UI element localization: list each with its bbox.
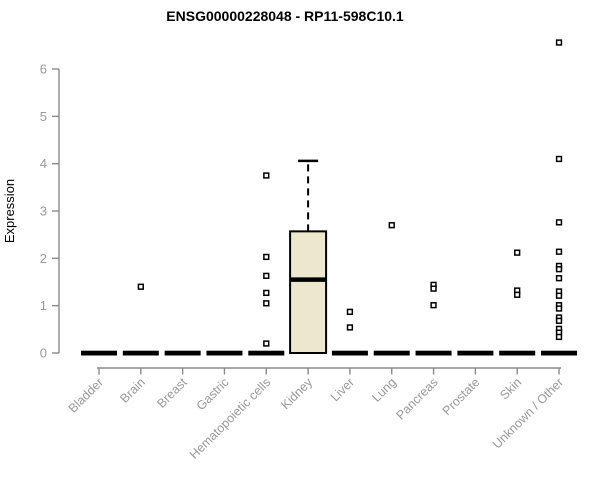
outlier-point bbox=[430, 285, 437, 292]
outlier-point bbox=[137, 283, 144, 290]
x-tick-label: Hematopoietic cells bbox=[187, 375, 274, 462]
boxplot-brain bbox=[122, 283, 159, 356]
outlier-point bbox=[555, 317, 563, 324]
x-tick-label: Skin bbox=[497, 375, 524, 402]
outlier-point bbox=[346, 324, 354, 331]
outlier-point bbox=[555, 219, 563, 226]
outlier-point bbox=[263, 253, 270, 261]
boxplot-kidney bbox=[289, 159, 328, 354]
collapsed-box bbox=[415, 350, 452, 356]
x-tick-label: Pancreas bbox=[393, 375, 440, 422]
y-tick-label: 5 bbox=[40, 109, 47, 124]
boxplot-skin bbox=[499, 249, 536, 356]
y-tick-label: 6 bbox=[40, 62, 47, 77]
x-tick-label: Bladder bbox=[66, 375, 106, 415]
outlier-point bbox=[263, 340, 270, 347]
outlier-point bbox=[555, 155, 563, 163]
boxplot-breast bbox=[164, 350, 201, 356]
outlier-point bbox=[430, 302, 437, 309]
outlier-point bbox=[388, 222, 395, 229]
y-tick-label: 0 bbox=[40, 346, 47, 361]
outlier-point bbox=[514, 291, 521, 298]
collapsed-box bbox=[164, 350, 201, 356]
boxplot-prostate bbox=[457, 350, 494, 356]
outlier-point bbox=[555, 248, 563, 255]
outlier-point bbox=[514, 249, 521, 256]
x-tick-label: Unknown / Other bbox=[490, 375, 566, 451]
collapsed-box bbox=[122, 350, 159, 356]
collapsed-box bbox=[457, 350, 494, 356]
chart-title: ENSG00000228048 - RP11-598C10.1 bbox=[166, 8, 404, 24]
x-tick-label: Breast bbox=[154, 375, 190, 411]
y-tick-label: 2 bbox=[40, 251, 47, 266]
outlier-point bbox=[555, 292, 563, 299]
outlier-point bbox=[555, 275, 563, 282]
boxplot-pancreas bbox=[415, 281, 452, 356]
y-tick-label: 1 bbox=[40, 298, 47, 313]
boxplot-bladder bbox=[81, 350, 117, 356]
y-tick-label: 3 bbox=[40, 204, 47, 219]
outlier-point bbox=[555, 305, 563, 312]
boxplot-gastric bbox=[206, 350, 243, 356]
x-tick-label: Prostate bbox=[440, 375, 483, 418]
collapsed-box bbox=[331, 350, 368, 356]
collapsed-box bbox=[373, 350, 410, 356]
collapsed-box bbox=[541, 350, 578, 356]
x-tick-label: Brain bbox=[117, 375, 148, 406]
boxplots bbox=[81, 39, 578, 356]
outlier-point bbox=[346, 308, 354, 315]
outlier-point bbox=[263, 289, 270, 297]
collapsed-box bbox=[499, 350, 536, 356]
box bbox=[289, 230, 328, 354]
x-tick-label: Lung bbox=[369, 375, 399, 405]
y-axis-label: Expression bbox=[2, 179, 17, 243]
boxplot-hematopoietic-cells bbox=[248, 172, 285, 356]
boxplot-lung bbox=[373, 222, 410, 356]
x-tick-label: Kidney bbox=[278, 375, 315, 412]
y-tick-label: 4 bbox=[40, 156, 47, 171]
collapsed-box bbox=[81, 350, 117, 356]
boxplot-liver bbox=[331, 308, 368, 356]
outlier-point bbox=[555, 333, 563, 341]
outlier-point bbox=[555, 39, 563, 46]
outlier-point bbox=[263, 300, 270, 307]
outlier-point bbox=[555, 266, 563, 273]
outlier-point bbox=[263, 272, 270, 280]
collapsed-box bbox=[248, 350, 285, 356]
outlier-point bbox=[263, 172, 270, 179]
x-tick-label: Gastric bbox=[194, 375, 232, 413]
x-tick-label: Liver bbox=[328, 375, 357, 404]
boxplot-unknown-other bbox=[541, 39, 578, 356]
collapsed-box bbox=[206, 350, 243, 356]
